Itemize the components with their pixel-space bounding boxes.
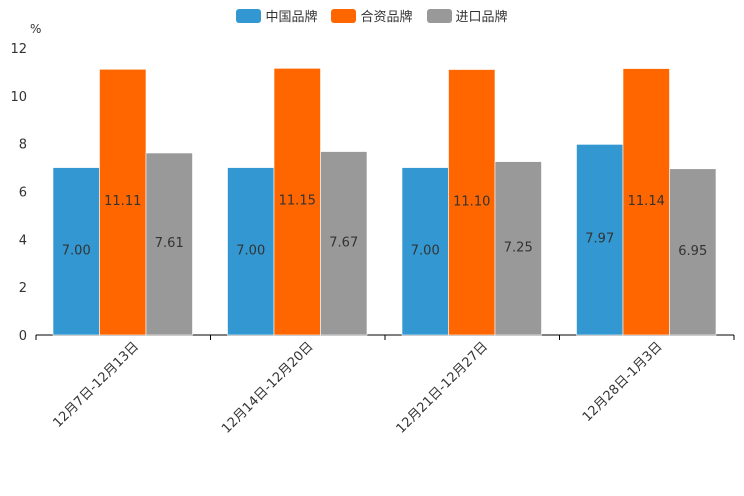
legend-label-china: 中国品牌: [265, 10, 318, 25]
bar-1-3: [622, 68, 670, 336]
chart-legend: 中国品牌 合资品牌 进口品牌: [0, 6, 744, 25]
bar-2-0: [145, 152, 193, 336]
legend-item-china[interactable]: 中国品牌: [236, 6, 317, 25]
x-tick-label: 12月14日-12月20日: [219, 339, 316, 436]
bar-value-label: 7.00: [236, 243, 265, 258]
legend-label-import: 进口品牌: [455, 10, 508, 25]
y-tick-label: 8: [19, 138, 27, 153]
x-tick-label: 12月7日-12月13日: [50, 339, 142, 431]
y-tick-label: 0: [19, 329, 27, 344]
bar-value-label: 7.00: [411, 243, 440, 258]
y-tick-label: 4: [19, 233, 27, 248]
bar-0-0: [52, 167, 100, 336]
bar-value-label: 11.15: [279, 194, 316, 209]
legend-swatch-joint: [331, 8, 357, 23]
legend-swatch-import: [426, 8, 452, 23]
bar-value-label: 7.25: [504, 240, 533, 255]
bar-value-label: 6.95: [678, 244, 707, 259]
x-tick-label: 12月28日-1月3日: [580, 339, 666, 425]
legend-item-import[interactable]: 进口品牌: [426, 6, 508, 25]
legend-item-joint[interactable]: 合资品牌: [331, 6, 413, 25]
bar-value-label: 11.10: [453, 194, 490, 209]
bar-value-label: 7.61: [155, 236, 184, 251]
legend-swatch-china: [236, 8, 262, 23]
y-tick-label: 2: [19, 281, 27, 296]
bar-value-label: 11.14: [628, 194, 665, 209]
y-tick-label: 6: [19, 186, 27, 201]
bar-2-1: [320, 151, 368, 336]
bar-1-1: [273, 68, 321, 336]
bar-value-label: 7.67: [329, 235, 358, 250]
bar-1-0: [99, 68, 147, 336]
bar-0-3: [576, 144, 624, 336]
bar-value-label: 7.97: [585, 232, 614, 247]
bar-value-label: 7.00: [62, 243, 91, 258]
y-tick-label: 12: [10, 42, 27, 57]
bar-1-2: [448, 69, 496, 336]
legend-label-joint: 合资品牌: [360, 10, 413, 25]
bar-0-2: [401, 167, 449, 336]
y-tick-label: 10: [10, 90, 27, 105]
y-unit-label: %: [30, 22, 42, 36]
bar-0-1: [227, 167, 275, 336]
bar-2-2: [494, 161, 542, 336]
bar-value-label: 11.11: [104, 194, 141, 209]
x-tick-label: 12月21日-12月27日: [394, 339, 491, 436]
bar-2-3: [669, 168, 717, 336]
